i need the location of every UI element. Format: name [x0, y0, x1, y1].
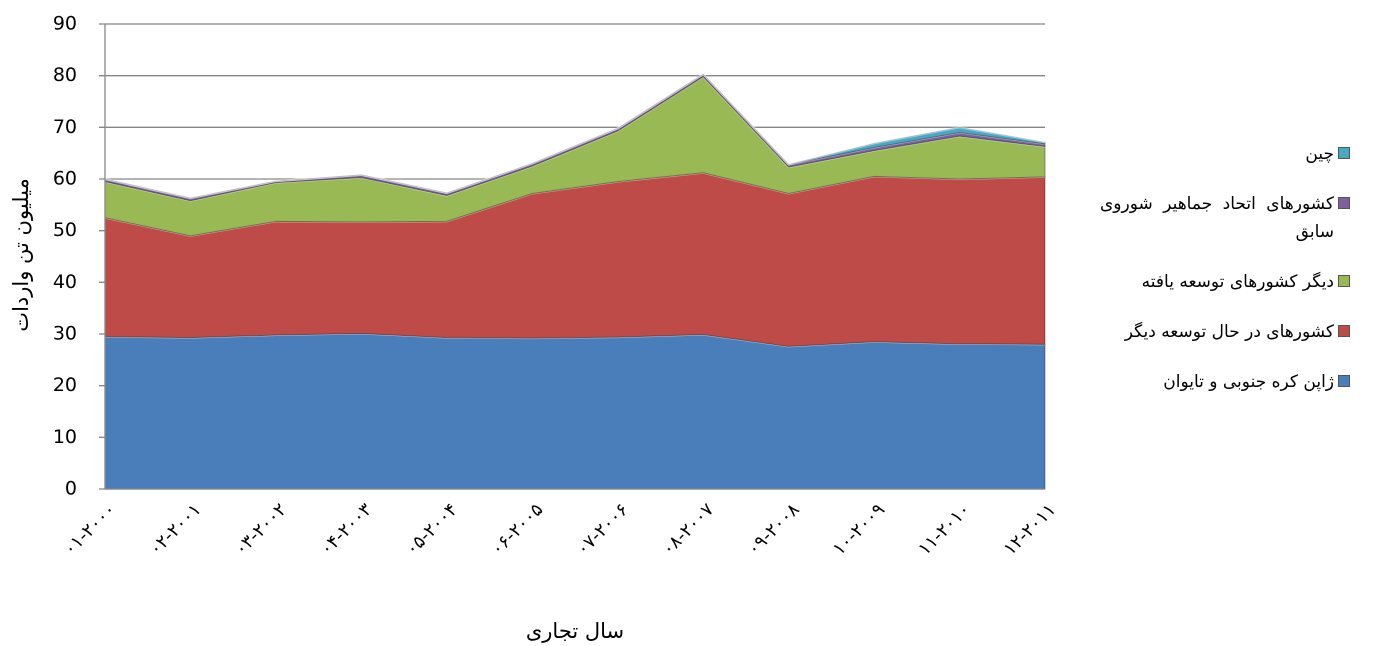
legend-label: دیگر کشورهای توسعه یافته — [1141, 272, 1334, 292]
legend-swatch — [1338, 197, 1350, 209]
y-tick-label: 70 — [53, 116, 77, 138]
legend-swatch — [1338, 325, 1350, 337]
area-edge — [104, 72, 1046, 200]
x-tick-label: ۰۶-۲۰۰۵ — [487, 499, 547, 559]
legend-item: کشورهای در حال توسعه دیگر — [1100, 318, 1350, 346]
x-tick-label: ۰۷-۲۰۰۶ — [572, 499, 632, 559]
legend-item: کشورهای اتحاد جماهیر شوروی سابق — [1100, 190, 1350, 246]
y-tick-label: 60 — [53, 168, 77, 190]
y-tick-label: 50 — [53, 219, 77, 241]
legend-item: ژاپن کره جنوبی و تایوان — [1100, 368, 1350, 396]
y-axis-title: میلیون تن واردات — [9, 178, 33, 331]
x-tick-label: ۱۰-۲۰۰۹ — [829, 499, 889, 559]
y-tick-label: 30 — [53, 323, 77, 345]
legend-item: چین — [1100, 140, 1350, 168]
x-tick-label: ۰۱-۲۰۰۰ — [60, 499, 120, 559]
legend-swatch — [1338, 275, 1350, 287]
x-tick-label: ۱۱-۲۰۱۰ — [914, 499, 974, 559]
x-tick-label: ۰۵-۲۰۰۴ — [401, 499, 461, 559]
x-tick-label: ۰۳-۲۰۰۲ — [231, 499, 291, 559]
area — [104, 332, 1046, 490]
legend-swatch — [1338, 375, 1350, 387]
x-tick-label: ۱۲-۲۰۱۱ — [1000, 499, 1060, 559]
legend-item: دیگر کشورهای توسعه یافته — [1100, 268, 1350, 296]
legend-swatch — [1338, 147, 1350, 159]
y-tick-label: 40 — [53, 271, 77, 293]
legend-label: کشورهای اتحاد جماهیر شوروی سابق — [1100, 194, 1334, 242]
legend-label: چین — [1305, 144, 1334, 164]
x-tick-label: ۰۸-۲۰۰۷ — [658, 499, 719, 560]
legend: چین کشورهای اتحاد جماهیر شوروی سابق دیگر ک… — [1100, 140, 1350, 418]
x-tick-label: ۰۲-۲۰۰۱ — [145, 499, 205, 559]
y-tick-label: 90 — [53, 13, 77, 35]
legend-label: ژاپن کره جنوبی و تایوان — [1163, 372, 1334, 392]
x-tick-label: ۰۴-۲۰۰۳ — [316, 499, 377, 560]
x-axis-title: سال تجاری — [526, 619, 624, 643]
x-tick-label: ۰۹-۲۰۰۸ — [743, 499, 804, 560]
y-tick-label: 80 — [53, 64, 77, 86]
y-tick-label: 20 — [53, 374, 77, 396]
legend-label: کشورهای در حال توسعه دیگر — [1124, 322, 1334, 342]
y-tick-label: 10 — [53, 426, 77, 448]
y-tick-label: 0 — [65, 478, 77, 500]
